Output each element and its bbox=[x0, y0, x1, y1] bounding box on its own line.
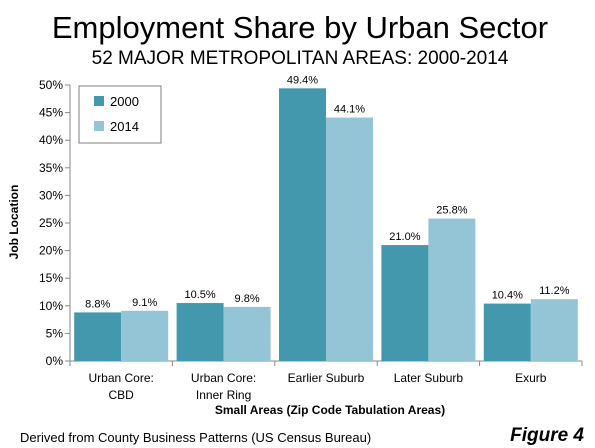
x-category-label: CBD bbox=[109, 388, 135, 402]
x-category-label: Urban Core: bbox=[191, 371, 256, 385]
data-label-2014: 44.1% bbox=[334, 104, 365, 116]
legend-label-2014: 2014 bbox=[110, 119, 139, 134]
data-label-2000: 8.8% bbox=[85, 298, 110, 310]
data-label-2014: 9.8% bbox=[235, 293, 260, 305]
legend-label-2000: 2000 bbox=[110, 94, 139, 109]
y-tick-label: 20% bbox=[39, 244, 63, 258]
bar-2014 bbox=[530, 299, 578, 361]
legend-swatch-2014 bbox=[94, 121, 104, 131]
y-tick-label: 30% bbox=[39, 188, 63, 202]
bar-2000 bbox=[279, 88, 326, 361]
bar-2000 bbox=[74, 312, 122, 361]
y-axis-ticks: 0% 5% 10% 15% 20% 25% 30% 35% 40% 45% 50% bbox=[39, 78, 70, 368]
y-tick-label: 15% bbox=[39, 271, 63, 285]
bar-2014 bbox=[223, 306, 271, 361]
data-labels-group: 8.8% 9.1% 10.5% 9.8% 49.4% 44.1% 21.0% 25.8% 10.… bbox=[85, 74, 570, 310]
data-label-2000: 10.5% bbox=[184, 289, 215, 301]
legend-box bbox=[78, 85, 162, 144]
data-label-2014: 25.8% bbox=[436, 205, 467, 217]
y-tick-label: 45% bbox=[39, 106, 63, 120]
y-tick-label: 0% bbox=[46, 354, 64, 368]
x-axis-title: Small Areas (Zip Code Tabulation Areas) bbox=[215, 403, 445, 417]
bars-group bbox=[74, 88, 578, 362]
x-category-label: Exurb bbox=[515, 371, 547, 385]
y-tick-label: 35% bbox=[39, 161, 63, 175]
x-category-label: Inner Ring bbox=[196, 388, 251, 402]
y-tick-label: 40% bbox=[39, 133, 63, 147]
figure-label: Figure 4 bbox=[510, 425, 584, 446]
bar-2014 bbox=[428, 218, 476, 361]
data-label-2000: 10.4% bbox=[492, 290, 523, 302]
bar-2014 bbox=[326, 117, 373, 362]
x-category-label: Urban Core: bbox=[89, 371, 154, 385]
data-label-2014: 11.2% bbox=[539, 285, 570, 297]
bar-2014 bbox=[121, 310, 169, 361]
y-tick-label: 5% bbox=[46, 326, 64, 340]
legend: 2000 2014 bbox=[78, 85, 162, 144]
x-axis-categories: Urban Core: CBD Urban Core: Inner Ring Earli… bbox=[69, 361, 583, 402]
chart-title: Employment Share by Urban Sector bbox=[52, 10, 548, 45]
x-category-label: Earlier Suburb bbox=[288, 371, 365, 385]
legend-swatch-2000 bbox=[94, 96, 104, 106]
x-category-label: Later Suburb bbox=[394, 371, 464, 385]
source-note: Derived from County Business Patterns (U… bbox=[20, 430, 371, 445]
data-label-2014: 9.1% bbox=[132, 297, 157, 309]
data-label-2000: 49.4% bbox=[287, 74, 318, 86]
chart-subtitle: 52 MAJOR METROPOLITAN AREAS: 2000-2014 bbox=[92, 48, 509, 69]
y-tick-label: 25% bbox=[39, 216, 63, 230]
y-tick-label: 50% bbox=[39, 78, 63, 92]
bar-2000 bbox=[176, 303, 224, 361]
bar-2000 bbox=[483, 303, 531, 361]
y-axis-title: Job Location bbox=[7, 185, 21, 260]
y-tick-label: 10% bbox=[39, 299, 63, 313]
data-label-2000: 21.0% bbox=[389, 231, 420, 243]
bar-2000 bbox=[381, 245, 429, 361]
